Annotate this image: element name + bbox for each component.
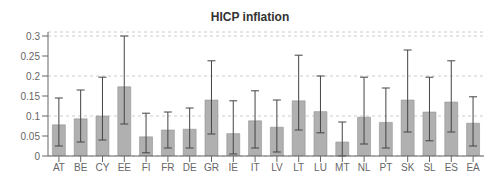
html-text:HICP inflation: HICP inflation <box>210 10 290 24</box>
svg-text:SL: SL <box>423 162 436 173</box>
svg-text:DE: DE <box>183 162 197 173</box>
svg-text:AT: AT <box>53 162 65 173</box>
svg-text:GR: GR <box>204 162 219 173</box>
svg-text:LU: LU <box>314 162 327 173</box>
svg-text:ES: ES <box>445 162 459 173</box>
svg-text:FR: FR <box>161 162 174 173</box>
svg-text:0: 0 <box>34 151 40 162</box>
svg-text:0.15: 0.15 <box>21 91 41 102</box>
svg-text:FI: FI <box>142 162 151 173</box>
svg-text:CY: CY <box>96 162 110 173</box>
svg-text:LV: LV <box>271 162 283 173</box>
svg-text:MT: MT <box>335 162 349 173</box>
svg-text:0.3: 0.3 <box>26 31 40 42</box>
svg-text:0.1: 0.1 <box>26 111 40 122</box>
svg-text:EA: EA <box>466 162 480 173</box>
svg-text:BE: BE <box>74 162 88 173</box>
svg-text:0.25: 0.25 <box>21 51 41 62</box>
svg-text:PT: PT <box>380 162 393 173</box>
svg-text:NL: NL <box>358 162 371 173</box>
svg-text:0.2: 0.2 <box>26 71 40 82</box>
svg-text:IT: IT <box>251 162 260 173</box>
svg-text:IE: IE <box>229 162 239 173</box>
svg-text:SK: SK <box>401 162 415 173</box>
svg-text:LT: LT <box>293 162 304 173</box>
svg-text:0.05: 0.05 <box>21 131 41 142</box>
svg-text:EE: EE <box>118 162 132 173</box>
